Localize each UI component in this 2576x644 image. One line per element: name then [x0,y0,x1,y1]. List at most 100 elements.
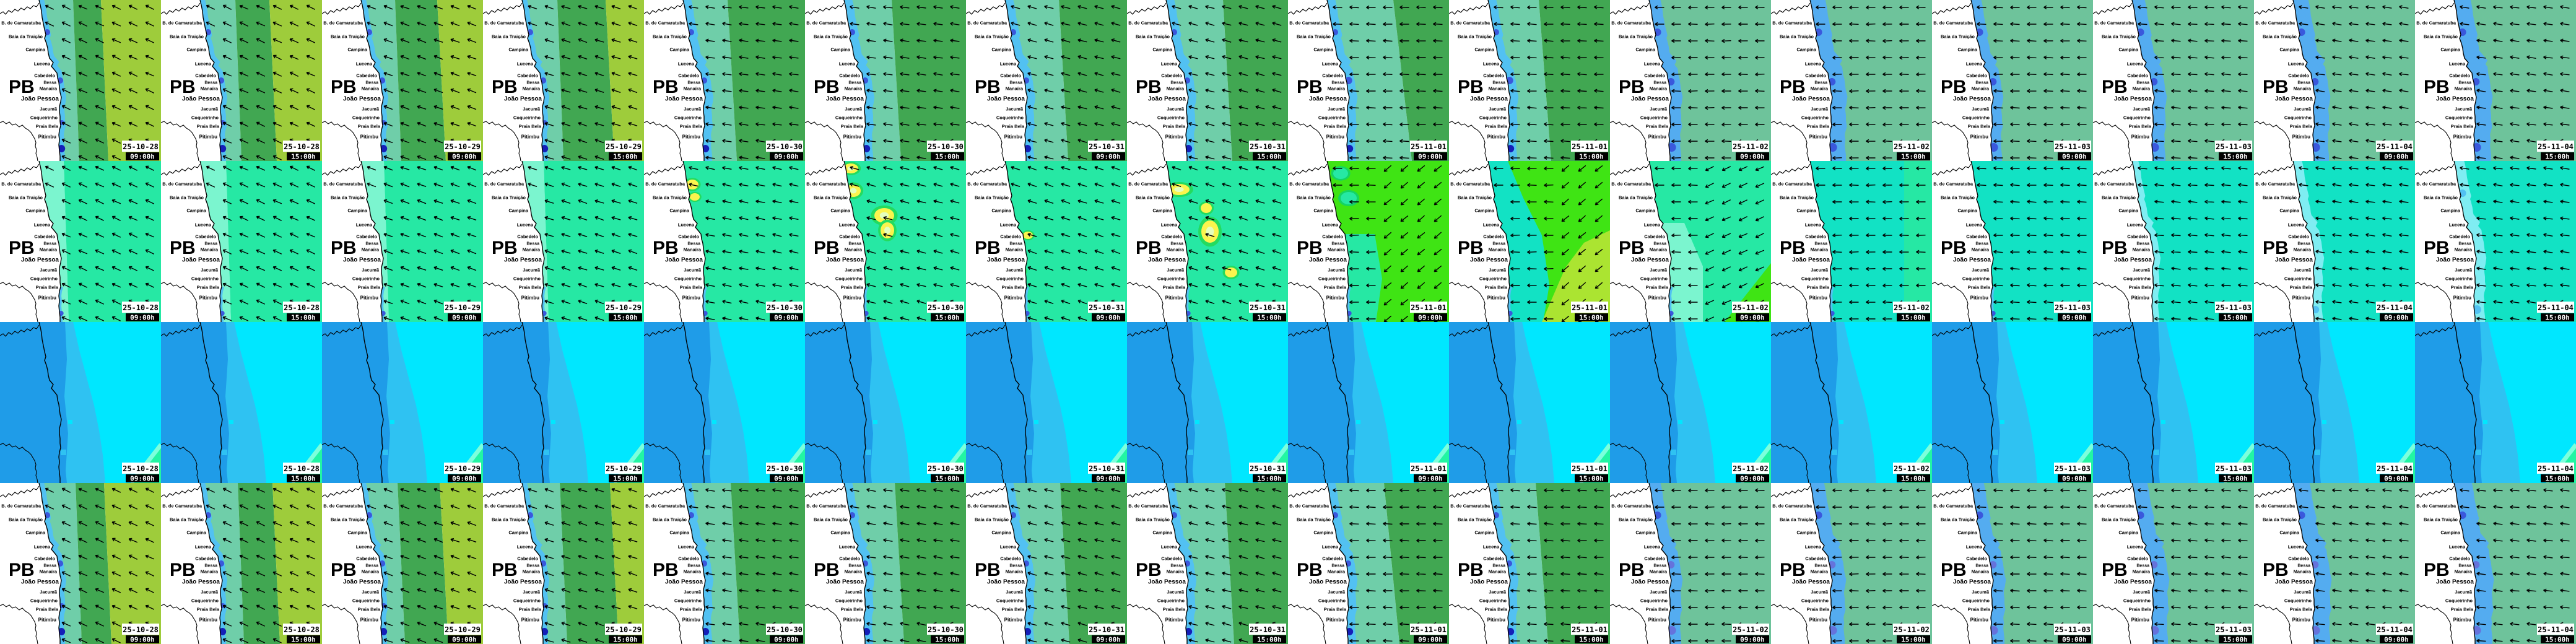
forecast-tile wind-map-row-1-col-10[interactable]: B. de Camaratuba Baía da Traição Campina Lu… [1449,0,1610,161]
place-label: Baía da Traição [2424,34,2458,40]
forecast-tile wind-map-row-2-col-11[interactable]: B. de Camaratuba Baía da Traição Campina Lu… [1610,161,1771,322]
forecast-tile wind-map-row-4-col-1[interactable]: B. de Camaratuba Baía da Traição Campina Lu… [0,483,161,644]
forecast-tile wind-map-row-1-col-2[interactable]: B. de Camaratuba Baía da Traição Campina Lu… [161,0,322,161]
place-label: Praia Bela [519,285,542,290]
forecast-tile wind-map-row-4-col-4[interactable]: B. de Camaratuba Baía da Traição Campina Lu… [483,483,644,644]
forecast-tile wind-map-row-4-col-14[interactable]: B. de Camaratuba Baía da Traição Campina Lu… [2093,483,2254,644]
timestamp: 25-10-28 09:00h [122,624,159,644]
forecast-tile wind-map-row-2-col-8[interactable]: B. de Camaratuba Baía da Traição Campina Lu… [1127,161,1288,322]
forecast-tile wind-map-row-1-col-14[interactable]: B. de Camaratuba Baía da Traição Campina Lu… [2093,0,2254,161]
forecast-tile wind-map-row-2-col-5[interactable]: B. de Camaratuba Baía da Traição Campina Lu… [644,161,805,322]
forecast-tile wave-map-row-col-9[interactable]: 25-11-01 09:00h [1288,322,1449,483]
sea-detail [1993,450,1998,455]
forecast-tile wind-map-row-2-col-10[interactable]: B. de Camaratuba Baía da Traição Campina Lu… [1449,161,1610,322]
place-label: Coqueirinho [996,115,1024,121]
forecast-tile wind-map-row-1-col-5[interactable]: B. de Camaratuba Baía da Traição Campina Lu… [644,0,805,161]
forecast-tile wave-map-row-col-1[interactable]: 25-10-28 09:00h [0,322,161,483]
forecast-tile wind-map-row-2-col-9[interactable]: B. de Camaratuba Baía da Traição Campina Lu… [1288,161,1449,322]
timestamp-time: 09:00h [1418,314,1443,322]
forecast-tile wave-map-row-col-15[interactable]: 25-11-04 09:00h [2254,322,2415,483]
place-label: Cabedelo [1322,73,1343,79]
forecast-tile wind-map-row-1-col-6[interactable]: B. de Camaratuba Baía da Traição Campina Lu… [805,0,966,161]
state-border-south [1449,121,1487,161]
forecast-tile wave-map-row-col-4[interactable]: 25-10-29 15:00h [483,322,644,483]
forecast-tile wave-map-row-col-11[interactable]: 25-11-02 09:00h [1610,322,1771,483]
forecast-tile wind-map-row-4-col-8[interactable]: B. de Camaratuba Baía da Traição Campina Lu… [1127,483,1288,644]
place-label: Cabedelo [1161,556,1182,562]
forecast-tile wind-map-row-1-col-9[interactable]: B. de Camaratuba Baía da Traição Campina Lu… [1288,0,1449,161]
forecast-tile wind-map-row-2-col-15[interactable]: B. de Camaratuba Baía da Traição Campina Lu… [2254,161,2415,322]
forecast-tile wave-map-row-col-2[interactable]: 25-10-28 15:00h [161,322,322,483]
timestamp-date: 25-11-02 [1733,303,1769,312]
forecast-tile wind-map-row-2-col-7[interactable]: B. de Camaratuba Baía da Traição Campina Lu… [966,161,1127,322]
forecast-tile wind-map-row-2-col-12[interactable]: B. de Camaratuba Baía da Traição Campina Lu… [1771,161,1932,322]
forecast-tile wind-map-row-2-col-6[interactable]: B. de Camaratuba Baía da Traição Campina Lu… [805,161,966,322]
forecast-tile wave-map-row-col-6[interactable]: 25-10-30 15:00h [805,322,966,483]
forecast-tile wind-map-row-4-col-3[interactable]: B. de Camaratuba Baía da Traição Campina Lu… [322,483,483,644]
forecast-tile wind-map-row-4-col-16[interactable]: B. de Camaratuba Baía da Traição Campina Lu… [2415,483,2576,644]
forecast-tile wind-map-row-4-col-2[interactable]: B. de Camaratuba Baía da Traição Campina Lu… [161,483,322,644]
forecast-tile wind-map-row-1-col-13[interactable]: B. de Camaratuba Baía da Traição Campina Lu… [1932,0,2093,161]
forecast-tile wind-map-row-2-col-16[interactable]: B. de Camaratuba Baía da Traição Campina Lu… [2415,161,2576,322]
forecast-tile wind-map-row-1-col-16[interactable]: B. de Camaratuba Baía da Traição Campina Lu… [2415,0,2576,161]
forecast-tile wind-map-row-2-col-1[interactable]: B. de Camaratuba Baía da Traição Campina Lu… [0,161,161,322]
place-label: Bessa [848,564,861,568]
state-border-north [1449,485,1489,498]
forecast-tile wind-map-row-1-col-4[interactable]: B. de Camaratuba Baía da Traição Campina Lu… [483,0,644,161]
forecast-tile wind-map-row-4-col-7[interactable]: B. de Camaratuba Baía da Traição Campina Lu… [966,483,1127,644]
forecast-tile wind-map-row-1-col-11[interactable]: B. de Camaratuba Baía da Traição Campina Lu… [1610,0,1771,161]
place-label: Coqueirinho [1640,276,1668,282]
place-label: Baía da Traição [2424,517,2458,523]
forecast-tile wind-map-row-1-col-8[interactable]: B. de Camaratuba Baía da Traição Campina Lu… [1127,0,1288,161]
forecast-map: 25-11-03 09:00h [1932,322,2093,483]
sea-detail [2161,420,2165,424]
forecast-tile wave-map-row-col-14[interactable]: 25-11-03 15:00h [2093,322,2254,483]
timestamp: 25-11-02 15:00h [1893,463,1930,483]
forecast-map: 25-10-31 09:00h [966,322,1127,483]
place-label: Jacumã [2294,590,2312,595]
forecast-tile wind-map-row-4-col-15[interactable]: B. de Camaratuba Baía da Traição Campina Lu… [2254,483,2415,644]
place-label: B. de Camaratuba [806,20,846,26]
forecast-map: B. de Camaratuba Baía da Traição Campina Lu… [1288,483,1449,644]
forecast-tile wave-map-row-col-3[interactable]: 25-10-29 09:00h [322,322,483,483]
forecast-tile wind-map-row-4-col-11[interactable]: B. de Camaratuba Baía da Traição Campina Lu… [1610,483,1771,644]
forecast-tile wind-map-row-2-col-4[interactable]: B. de Camaratuba Baía da Traição Campina Lu… [483,161,644,322]
state-border-south [1288,443,1326,483]
forecast-tile wind-map-row-4-col-5[interactable]: B. de Camaratuba Baía da Traição Campina Lu… [644,483,805,644]
forecast-tile wind-map-row-4-col-12[interactable]: B. de Camaratuba Baía da Traição Campina Lu… [1771,483,1932,644]
forecast-tile wind-map-row-4-col-13[interactable]: B. de Camaratuba Baía da Traição Campina Lu… [1932,483,2093,644]
forecast-tile wave-map-row-col-7[interactable]: 25-10-31 09:00h [966,322,1127,483]
place-label: Manaíra [362,569,380,575]
place-label: Manaíra [1811,569,1829,575]
forecast-tile wave-map-row-col-10[interactable]: 25-11-01 15:00h [1449,322,1610,483]
forecast-tile wind-map-row-2-col-3[interactable]: B. de Camaratuba Baía da Traição Campina Lu… [322,161,483,322]
forecast-tile wind-map-row-2-col-13[interactable]: B. de Camaratuba Baía da Traição Campina Lu… [1932,161,2093,322]
forecast-tile wind-map-row-1-col-3[interactable]: B. de Camaratuba Baía da Traição Campina Lu… [322,0,483,161]
timestamp-time-box [448,474,481,482]
state-border-north [966,2,1006,15]
forecast-tile wind-map-row-1-col-12[interactable]: B. de Camaratuba Baía da Traição Campina Lu… [1771,0,1932,161]
forecast-tile wave-map-row-col-12[interactable]: 25-11-02 15:00h [1771,322,1932,483]
forecast-tile wind-map-row-1-col-1[interactable]: B. de Camaratuba Baía da Traição Campina Lu… [0,0,161,161]
place-label: João Pessoa [2275,257,2313,264]
forecast-tile wave-map-row-col-13[interactable]: 25-11-03 09:00h [1932,322,2093,483]
coastline [38,161,62,322]
forecast-tile wind-map-row-1-col-7[interactable]: B. de Camaratuba Baía da Traição Campina Lu… [966,0,1127,161]
place-label: Lucena [1644,61,1661,67]
timestamp-date-box [283,463,320,474]
forecast-tile wind-map-row-1-col-15[interactable]: B. de Camaratuba Baía da Traição Campina Lu… [2254,0,2415,161]
forecast-map: B. de Camaratuba Baía da Traição Campina Lu… [1610,0,1771,161]
forecast-tile wave-map-row-col-16[interactable]: 25-11-04 15:00h [2415,322,2576,483]
forecast-tile wind-map-row-2-col-2[interactable]: B. de Camaratuba Baía da Traição Campina Lu… [161,161,322,322]
forecast-tile wind-map-row-4-col-9[interactable]: B. de Camaratuba Baía da Traição Campina Lu… [1288,483,1449,644]
forecast-tile wave-map-row-col-5[interactable]: 25-10-30 09:00h [644,322,805,483]
forecast-tile wind-map-row-4-col-6[interactable]: B. de Camaratuba Baía da Traição Campina Lu… [805,483,966,644]
forecast-tile wind-map-row-2-col-14[interactable]: B. de Camaratuba Baía da Traição Campina Lu… [2093,161,2254,322]
place-label: Lucena [2288,544,2305,550]
timestamp-date: 25-10-29 [445,625,481,634]
forecast-tile wind-map-row-4-col-10[interactable]: B. de Camaratuba Baía da Traição Campina Lu… [1449,483,1610,644]
place-label: Manaíra [1489,247,1507,253]
land [2415,161,2476,322]
place-label: Jacumã [40,268,58,273]
forecast-tile wave-map-row-col-8[interactable]: 25-10-31 15:00h [1127,322,1288,483]
